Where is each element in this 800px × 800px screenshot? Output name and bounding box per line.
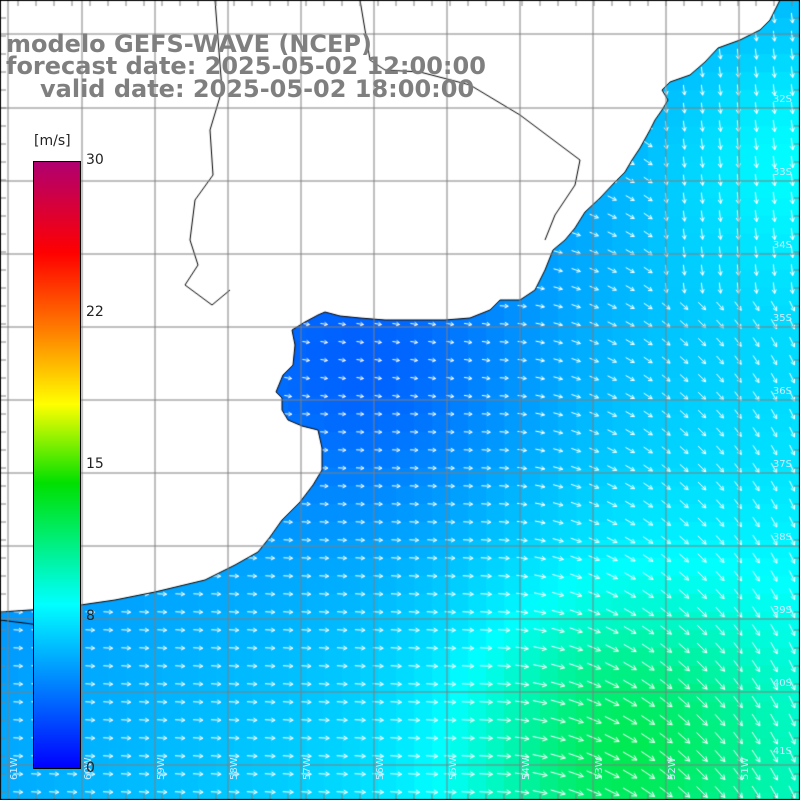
longitude-label: 54W: [521, 757, 532, 780]
longitude-label: 51W: [740, 757, 751, 780]
title-model: modelo GEFS-WAVE (NCEP): [6, 30, 372, 58]
latitude-label: 33S: [772, 167, 792, 178]
colorbar-tick-8: 8: [86, 608, 95, 624]
colorbar-tick-30: 30: [86, 152, 104, 168]
longitude-label: 58W: [229, 757, 240, 780]
colorbar-tick-22: 22: [86, 304, 104, 320]
colorbar-tick-0: 0: [86, 760, 95, 776]
latitude-label: 35S: [772, 313, 792, 324]
latitude-label: 41S: [772, 746, 792, 757]
latitude-label: 32S: [772, 94, 792, 105]
longitude-label: 55W: [448, 757, 459, 780]
colorbar-tick-15: 15: [86, 456, 104, 472]
longitude-label: 53W: [594, 757, 605, 780]
longitude-label: 56W: [375, 757, 386, 780]
latitude-label: 34S: [772, 240, 792, 251]
title-valid-date: valid date: 2025-05-02 18:00:00: [40, 75, 475, 103]
longitude-label: 61W: [9, 757, 20, 780]
colorbar: [33, 161, 81, 769]
latitude-label: 40S: [772, 678, 792, 689]
title-forecast-date: forecast date: 2025-05-02 12:00:00: [6, 52, 486, 80]
longitude-label: 57W: [302, 757, 313, 780]
longitude-label: 59W: [156, 757, 167, 780]
colorbar-units: [m/s]: [34, 133, 71, 149]
latitude-label: 39S: [772, 605, 792, 616]
latitude-label: 36S: [772, 386, 792, 397]
latitude-label: 37S: [772, 459, 792, 470]
latitude-label: 38S: [772, 532, 792, 543]
longitude-label: 52W: [667, 757, 678, 780]
